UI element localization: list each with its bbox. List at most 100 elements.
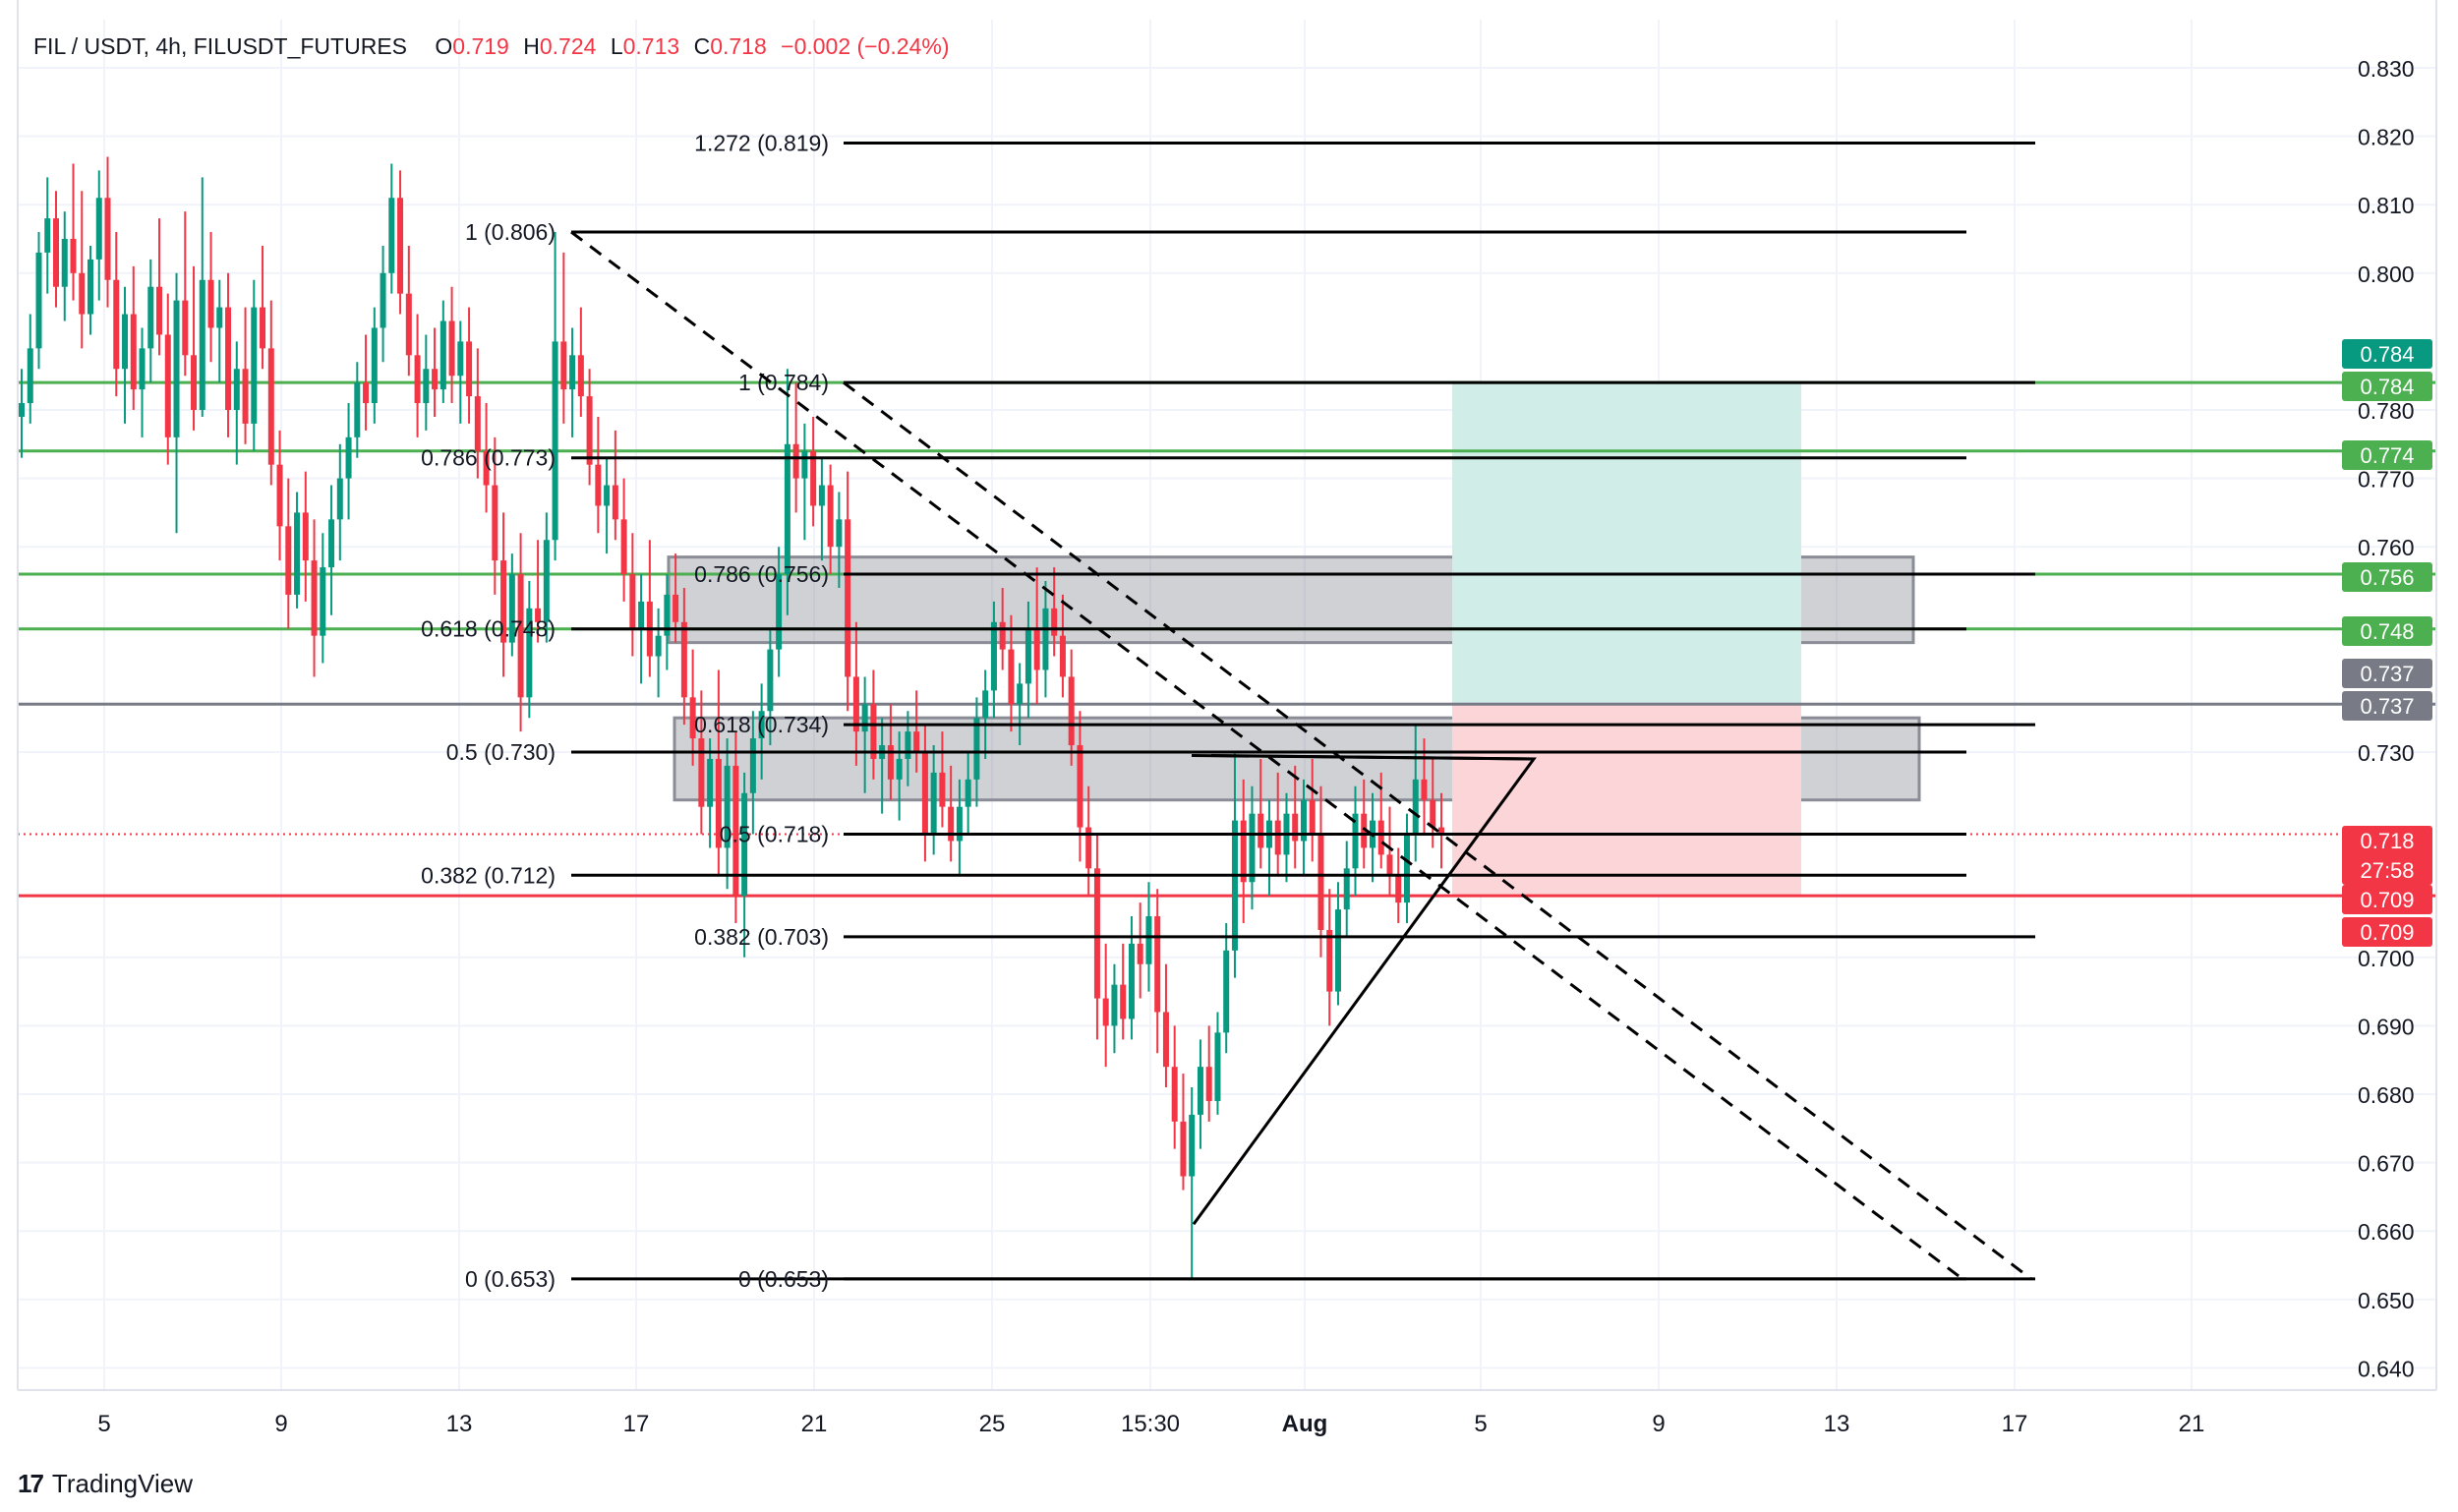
candle-body — [595, 464, 602, 506]
candlestick-series — [19, 156, 1444, 1279]
price-badge — [2342, 616, 2432, 646]
x-tick-label: 9 — [274, 1411, 287, 1437]
price-badge — [2342, 372, 2432, 401]
candle-body — [689, 697, 696, 739]
open-value: 0.719 — [452, 33, 509, 59]
price-badge — [2342, 440, 2432, 470]
brand-name: TradingView — [51, 1469, 193, 1498]
candle-body — [1162, 1012, 1169, 1068]
candle-body — [629, 574, 636, 629]
x-tick-label: 21 — [801, 1411, 828, 1437]
candle-body — [707, 758, 714, 807]
candle-body — [1128, 943, 1135, 1019]
candle-body — [27, 348, 33, 404]
candle-body — [741, 792, 748, 897]
candle-body — [276, 464, 283, 527]
candle-body — [311, 560, 318, 636]
change-value: −0.002 (−0.24%) — [781, 33, 950, 59]
candle-body — [1205, 1067, 1212, 1101]
x-tick-label: 13 — [1824, 1411, 1850, 1437]
x-tick-label: 25 — [979, 1411, 1006, 1437]
candle-body — [1430, 799, 1436, 828]
trendline-drawings — [570, 230, 2032, 1281]
candle-body — [414, 355, 421, 404]
y-tick-label: 0.640 — [2358, 1356, 2415, 1381]
candle-body — [70, 239, 77, 273]
candle-body — [1403, 834, 1410, 903]
candle-body — [336, 478, 343, 520]
candle-body — [1421, 779, 1428, 800]
y-tick-label: 0.660 — [2358, 1219, 2415, 1245]
candle-body — [973, 718, 980, 780]
axes: 0.830 0.820 0.810 0.800 0.780 0.770 0.760 0.730… — [17, 0, 2437, 1437]
candle-body — [552, 341, 558, 541]
candle-body — [61, 239, 68, 287]
candle-body — [1154, 916, 1161, 1013]
candle-body — [302, 512, 309, 561]
candle-body — [1189, 1114, 1196, 1177]
candle-body — [896, 758, 903, 780]
candle-body — [216, 307, 223, 328]
candle-body — [328, 519, 335, 568]
candle-body — [948, 806, 955, 842]
candle-body — [724, 765, 731, 848]
candle-body — [242, 369, 249, 424]
candle-body — [1102, 998, 1109, 1026]
fib-label: 1.272 (0.819) — [694, 131, 829, 156]
candle-body — [267, 348, 274, 465]
fib-label: 0 (0.653) — [738, 1266, 829, 1292]
candle-body — [113, 279, 120, 370]
price-badge-label: 0.756 — [2360, 565, 2414, 590]
candle-body — [251, 307, 258, 424]
candle-body — [483, 450, 490, 486]
candle-body — [535, 608, 542, 622]
candle-body — [956, 806, 963, 842]
candle-body — [1231, 820, 1238, 951]
candle-body — [887, 745, 894, 780]
price-badge-label: 0.784 — [2360, 342, 2414, 367]
fib-label: 0.786 (0.756) — [694, 561, 829, 587]
candle-body — [457, 341, 464, 377]
candle-body — [965, 779, 971, 807]
candle-body — [1317, 834, 1324, 930]
candle-body — [982, 690, 989, 719]
candle-body — [320, 567, 326, 636]
candle-body — [715, 758, 722, 848]
candle-body — [1300, 799, 1307, 842]
candle-body — [466, 341, 473, 397]
candle-body — [371, 327, 378, 404]
candle-body — [1033, 628, 1040, 670]
candle-body — [500, 560, 507, 643]
symbol-title: FIL / USDT, 4h, FILUSDT_FUTURES — [33, 33, 407, 59]
candle-body — [294, 512, 301, 595]
candle-body — [508, 574, 515, 643]
candle-body — [1334, 909, 1341, 992]
price-badge — [2342, 562, 2432, 592]
candle-body — [1214, 1032, 1221, 1101]
candle-body — [1171, 1067, 1178, 1122]
y-tick-label: 0.730 — [2358, 740, 2415, 766]
candle-body — [156, 286, 163, 335]
candle-body — [1145, 916, 1152, 964]
y-tick-label: 0.780 — [2358, 398, 2415, 424]
candle-body — [1352, 813, 1359, 869]
candle-body — [586, 396, 593, 465]
high-value: 0.724 — [539, 33, 597, 59]
price-badge-label: 0.748 — [2360, 619, 2414, 644]
zone-rect — [1452, 704, 1801, 897]
candle-body — [397, 198, 404, 294]
candle-body — [1249, 813, 1256, 883]
price-badge — [2342, 339, 2432, 369]
candle-body — [680, 621, 687, 698]
candle-body — [130, 314, 137, 390]
price-badge — [2342, 885, 2432, 914]
candle-body — [423, 369, 430, 404]
candle-body — [191, 355, 198, 410]
candle-body — [225, 307, 232, 410]
price-badge-label: 0.709 — [2360, 888, 2414, 912]
fib-label: 0.382 (0.712) — [421, 862, 556, 888]
candle-body — [827, 485, 834, 548]
candle-body — [749, 738, 756, 793]
tradingview-footer[interactable]: 17 TradingView — [18, 1469, 193, 1499]
